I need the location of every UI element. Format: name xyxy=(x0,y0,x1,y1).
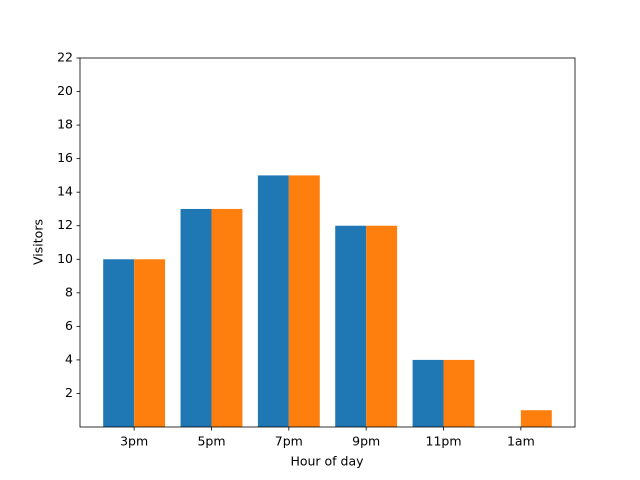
y-tick-label: 14 xyxy=(57,184,73,199)
bar xyxy=(103,259,135,427)
bar xyxy=(520,410,552,427)
y-tick-label: 22 xyxy=(57,50,73,65)
bar xyxy=(335,225,367,427)
bar xyxy=(134,259,166,427)
bar xyxy=(180,208,212,427)
x-tick-label: 7pm xyxy=(275,434,303,449)
y-tick-label: 12 xyxy=(57,217,73,232)
x-tick-label: 5pm xyxy=(197,434,225,449)
bar xyxy=(211,208,243,427)
y-tick-label: 10 xyxy=(57,251,73,266)
y-tick-label: 4 xyxy=(65,351,73,366)
y-tick-label: 8 xyxy=(65,284,73,299)
y-tick-label: 16 xyxy=(57,150,73,165)
x-axis-label: Hour of day xyxy=(290,454,364,469)
bar xyxy=(366,225,398,427)
y-axis-label: Visitors xyxy=(31,219,46,265)
x-tick-label: 1am xyxy=(507,434,535,449)
bar xyxy=(288,175,320,427)
bar xyxy=(257,175,289,427)
x-tick-label: 11pm xyxy=(426,434,462,449)
y-tick-label: 18 xyxy=(57,117,73,132)
y-tick-label: 20 xyxy=(57,83,73,98)
x-tick-label: 3pm xyxy=(120,434,148,449)
y-tick-label: 6 xyxy=(65,318,73,333)
plot-frame xyxy=(79,57,576,428)
bar xyxy=(443,359,475,427)
bar xyxy=(412,359,444,427)
x-tick-label: 9pm xyxy=(352,434,380,449)
y-tick-label: 2 xyxy=(65,385,73,400)
